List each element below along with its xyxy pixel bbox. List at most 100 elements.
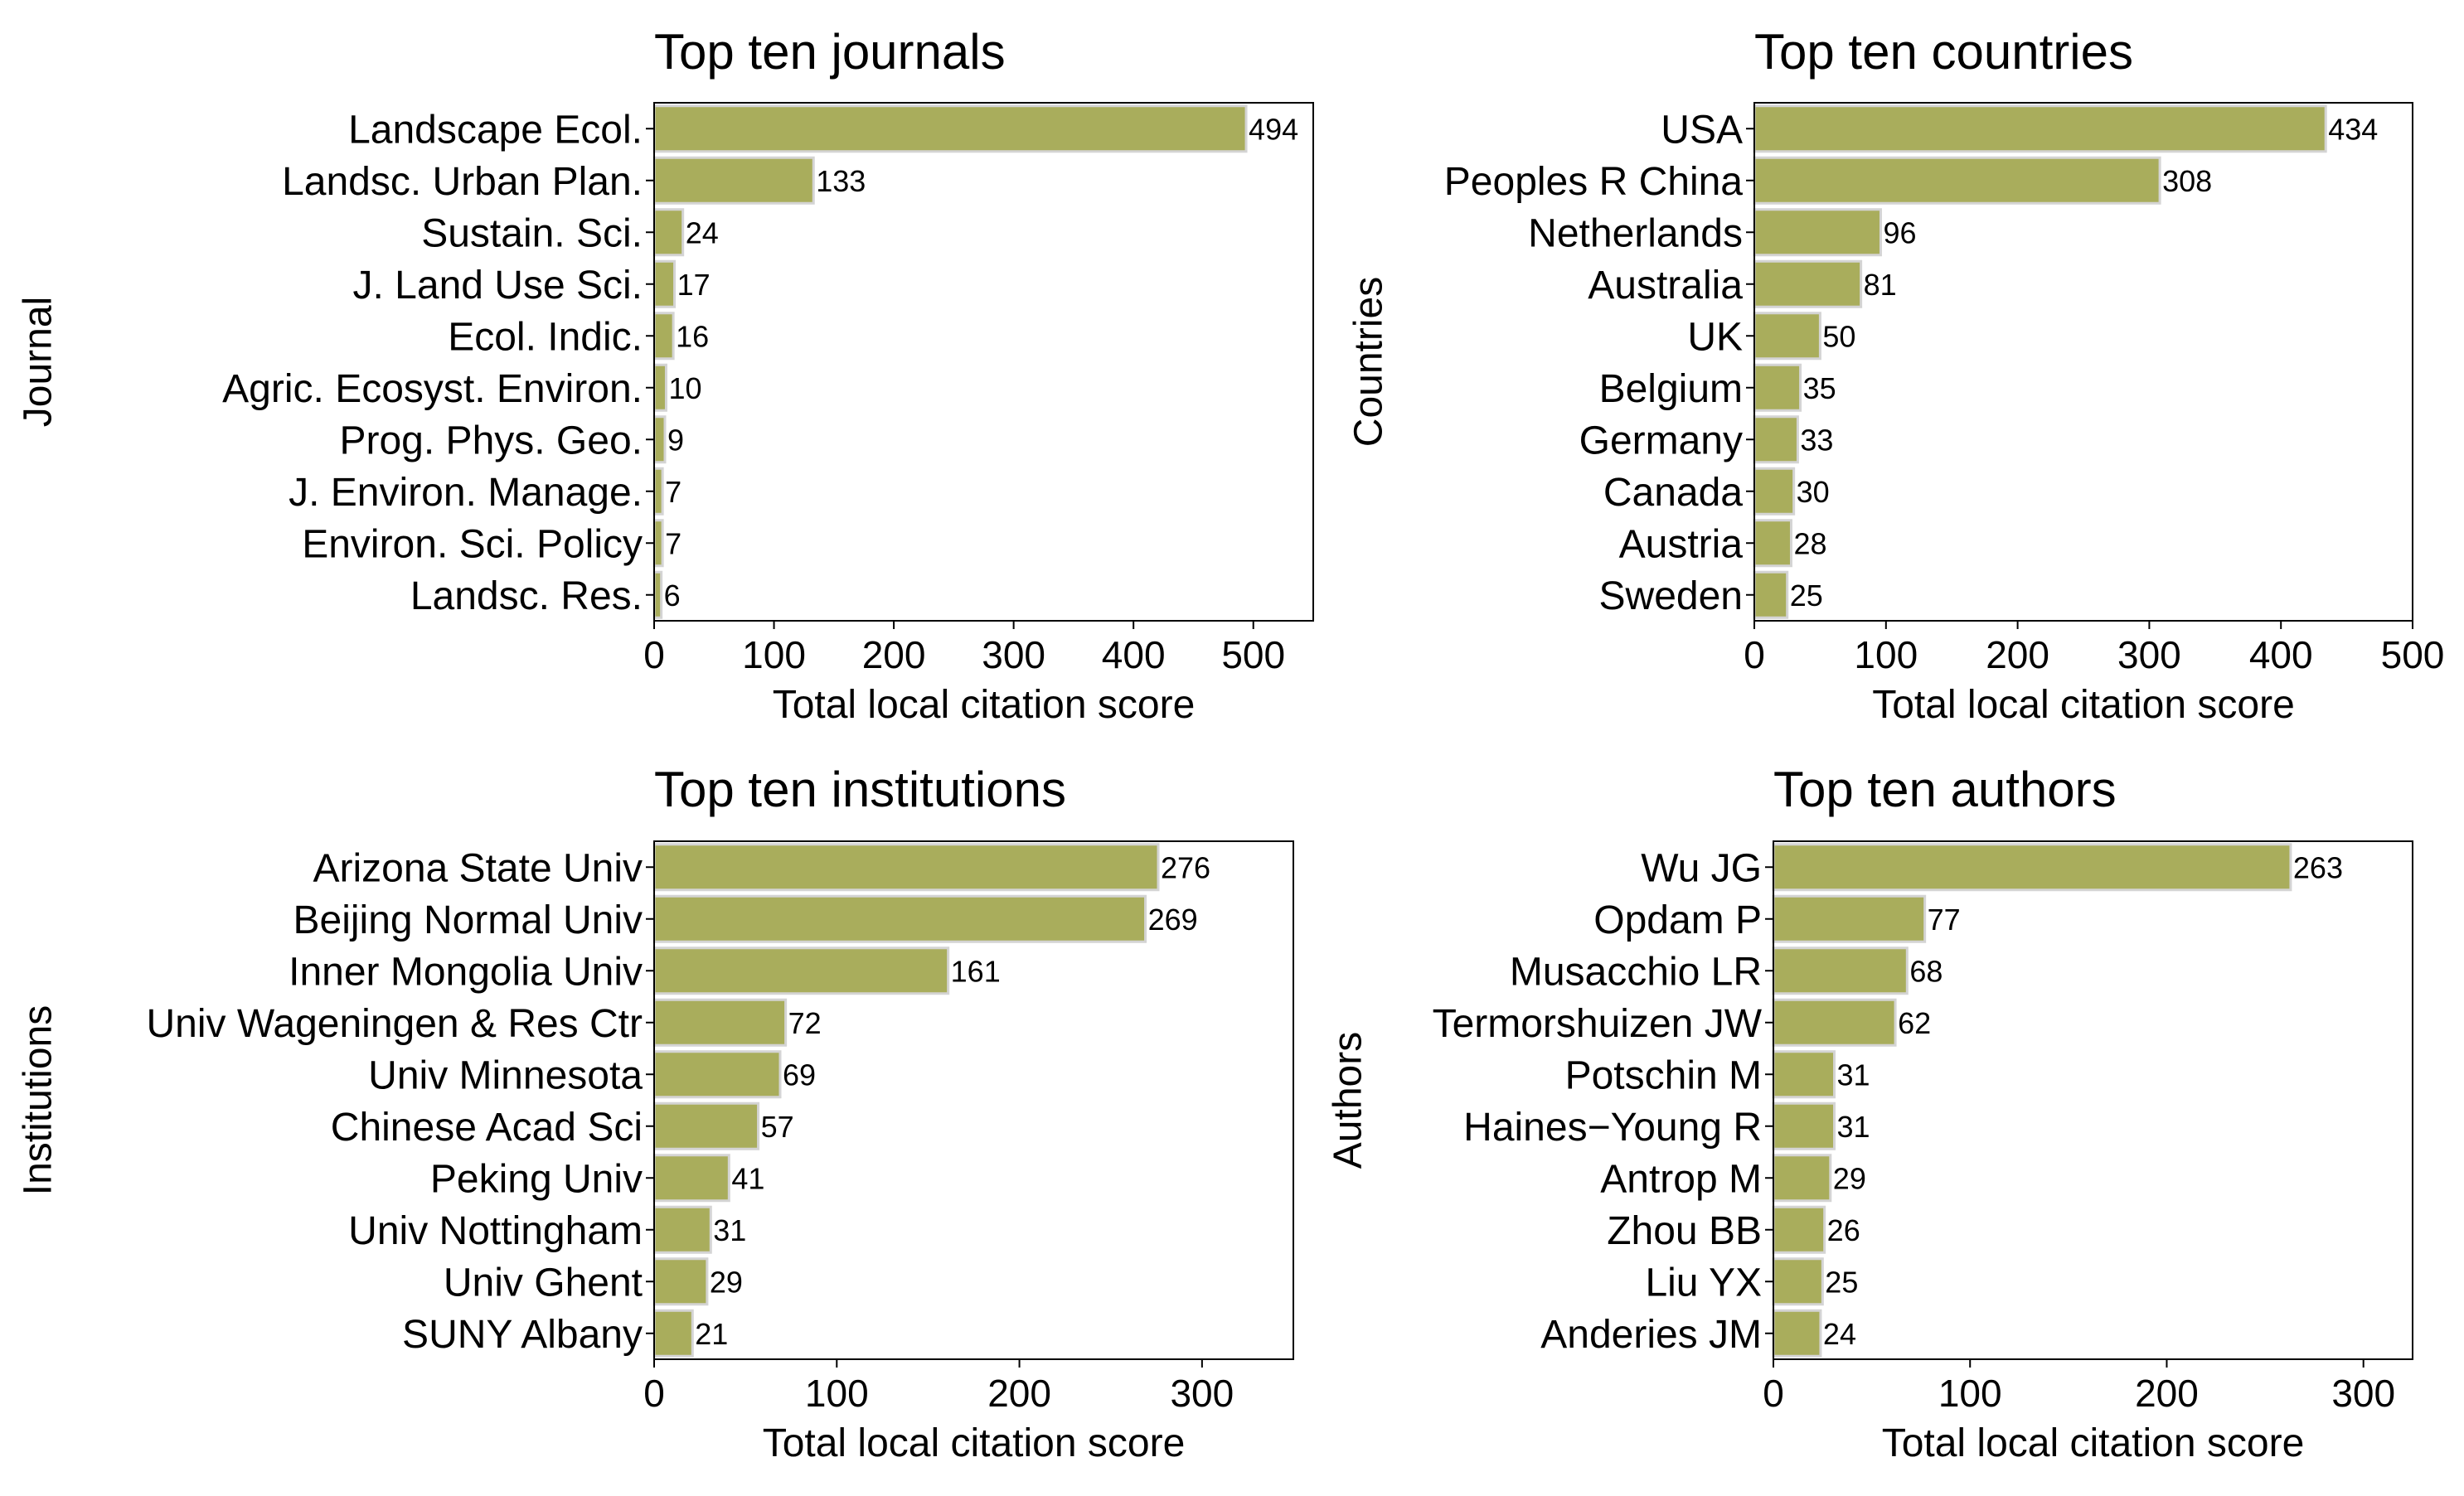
panel-institutions-bar (652, 1050, 782, 1099)
panel-authors-frame (1773, 840, 2413, 1360)
panel-authors-data-label: 77 (1928, 903, 1961, 937)
panel-institutions-category-label: Univ Ghent (444, 1261, 643, 1305)
panel-institutions-bar (652, 998, 788, 1047)
panel-institutions-category-label: Beijing Normal Univ (293, 898, 643, 942)
panel-journals-data-label: 6 (664, 579, 681, 612)
panel-institutions-data-label: 21 (695, 1317, 728, 1351)
panel-countries-data-label: 81 (1864, 268, 1897, 302)
panel-authors-category-label: Wu JG (1641, 846, 1762, 890)
panel-countries-frame (1753, 102, 2413, 622)
panel-journals-frame (653, 102, 1314, 622)
panel-journals-bar (652, 467, 664, 516)
panel-journals-category-label: Sustain. Sci. (421, 211, 643, 255)
panel-authors-data-label: 29 (1833, 1161, 1866, 1195)
panel-journals-x-tick-label: 400 (1102, 633, 1166, 676)
panel-countries-data-label: 25 (1790, 579, 1823, 612)
panel-authors-x-tick-label: 300 (2331, 1372, 2395, 1415)
panel-authors-bar (1772, 1309, 1822, 1358)
panel-institutions-data-label: 161 (951, 954, 1001, 988)
panel-authors-data-label: 31 (1837, 1058, 1870, 1092)
panel-journals-bar (652, 570, 663, 619)
panel-authors-bar (1772, 946, 1909, 995)
panel-authors-category-label: Termorshuizen JW (1433, 1002, 1763, 1046)
panel-authors-category-label: Antrop M (1600, 1157, 1762, 1201)
panel-authors-x-tick-label: 200 (2135, 1372, 2199, 1415)
panel-journals-data-label: 7 (665, 475, 681, 509)
panel-journals-data-label: 10 (668, 371, 701, 405)
panel-institutions-x-tick-label: 200 (987, 1372, 1051, 1415)
panel-journals-data-label: 17 (677, 268, 711, 302)
panel-journals-category-label: Landsc. Urban Plan. (282, 160, 643, 204)
panel-institutions-data-label: 29 (710, 1265, 743, 1299)
panel-institutions-x-tick-label: 0 (643, 1372, 665, 1415)
panel-authors-bar (1772, 1154, 1832, 1203)
panel-countries-bar (1753, 415, 1799, 464)
panel-journals-x-tick-label: 200 (862, 633, 926, 676)
panel-countries-data-label: 28 (1793, 526, 1826, 560)
panel-journals-data-label: 16 (676, 319, 709, 353)
panel-authors-data-label: 24 (1823, 1317, 1856, 1351)
panel-journals-bar (652, 156, 815, 205)
panel-countries-data-label: 308 (2162, 164, 2212, 198)
panel-institutions-category-label: Peking Univ (430, 1157, 643, 1201)
panel-journals-data-label: 9 (667, 423, 684, 457)
panel-countries-bar (1753, 519, 1792, 568)
panel-institutions-title: Top ten institutions (654, 762, 1066, 817)
panel-institutions-bar (652, 843, 1160, 892)
panel-journals-category-label: Environ. Sci. Policy (302, 522, 643, 566)
panel-countries-category-label: Peoples R China (1444, 160, 1744, 204)
panel-authors-data-label: 62 (1898, 1006, 1931, 1040)
panel-journals-bar (652, 208, 685, 257)
panel-journals-bar (652, 519, 664, 568)
panel-countries-data-label: 50 (1822, 319, 1855, 353)
panel-institutions-bar (652, 1309, 694, 1358)
panel-institutions-bar (652, 894, 1147, 943)
panel-authors-x-axis-title: Total local citation score (1882, 1421, 2305, 1465)
panel-journals-title: Top ten journals (654, 24, 1006, 80)
panel-countries-bar (1753, 259, 1863, 308)
panel-institutions-x-tick-label: 100 (805, 1372, 869, 1415)
panel-journals-data-label: 133 (816, 164, 866, 198)
panel-authors-bar (1772, 1050, 1836, 1099)
panel-institutions-category-label: Univ Nottingham (348, 1209, 643, 1253)
panel-countries-bar (1753, 104, 2327, 153)
panel-countries-category-label: Sweden (1599, 574, 1743, 618)
panel-institutions-bar (652, 1257, 709, 1306)
panel-authors-data-label: 25 (1825, 1265, 1858, 1299)
panel-countries-x-axis-title: Total local citation score (1872, 683, 2295, 727)
panel-authors-data-label: 68 (1909, 954, 1943, 988)
panel-countries-bar (1753, 363, 1802, 412)
panel-institutions-category-label: Chinese Acad Sci (331, 1106, 643, 1150)
panel-institutions-category-label: SUNY Albany (402, 1313, 643, 1357)
panel-institutions-frame (653, 840, 1294, 1360)
panel-institutions-bar (652, 1154, 730, 1203)
panel-countries-data-label: 434 (2328, 112, 2378, 146)
panel-countries-category-label: UK (1687, 315, 1743, 359)
panel-institutions-data-label: 276 (1161, 850, 1210, 884)
panel-journals-category-label: J. Land Use Sci. (353, 264, 643, 307)
panel-authors-bar (1772, 1257, 1824, 1306)
panel-countries-data-label: 96 (1883, 215, 1916, 249)
panel-journals-bar (652, 363, 667, 412)
panel-countries-x-tick-label: 200 (1986, 633, 2049, 676)
panel-countries-category-label: Austria (1619, 522, 1744, 566)
panel-journals-data-label: 494 (1249, 112, 1298, 146)
panel-authors-x-tick-label: 0 (1763, 1372, 1784, 1415)
panel-countries-data-label: 30 (1797, 475, 1830, 509)
panel-countries-bar (1753, 156, 2161, 205)
panel-institutions-category-label: Univ Wageningen & Res Ctr (147, 1002, 643, 1046)
panel-journals-x-axis-title: Total local citation score (773, 683, 1196, 727)
panel-countries-bar (1753, 312, 1821, 361)
panel-institutions-category-label: Inner Mongolia Univ (289, 950, 643, 994)
panel-countries-category-label: Netherlands (1528, 211, 1743, 255)
panel-countries-category-label: USA (1661, 108, 1743, 152)
panel-journals-category-label: Prog. Phys. Geo. (339, 419, 643, 462)
panel-authors-data-label: 26 (1827, 1213, 1860, 1247)
panel-journals-y-axis-title: Journal (17, 297, 61, 427)
panel-countries-category-label: Belgium (1599, 367, 1743, 411)
panel-countries-category-label: Germany (1579, 419, 1743, 462)
panel-journals-category-label: Landscape Ecol. (348, 108, 643, 152)
panel-institutions-bar (652, 1101, 760, 1150)
panel-institutions-data-label: 269 (1148, 903, 1198, 937)
panel-authors-bar (1772, 1101, 1836, 1150)
